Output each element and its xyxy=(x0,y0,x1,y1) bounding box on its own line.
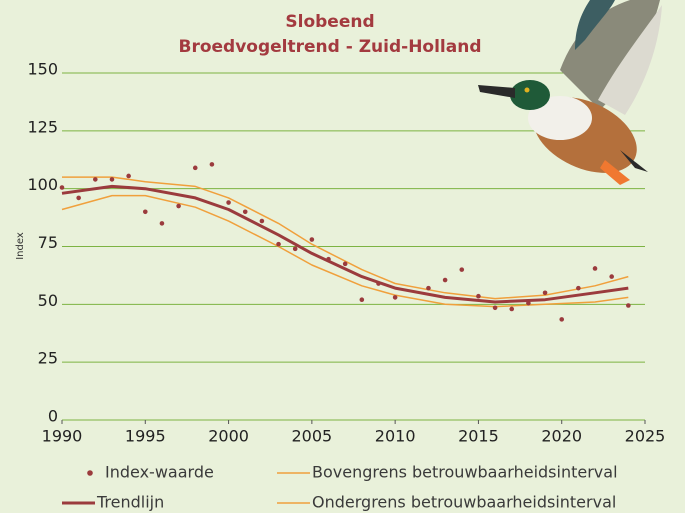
duck-eye xyxy=(524,87,530,93)
series-line xyxy=(61,184,629,304)
data-point xyxy=(542,290,548,296)
data-point xyxy=(509,306,515,312)
data-point xyxy=(192,165,198,171)
legend-label: Trendlijn xyxy=(96,493,164,512)
x-tick-label: 2015 xyxy=(458,427,499,446)
x-tick-label: 2005 xyxy=(291,427,332,446)
legend-symbol xyxy=(87,470,93,476)
duck-feet xyxy=(600,160,630,185)
data-point xyxy=(526,300,531,306)
data-point xyxy=(176,203,181,209)
data-point xyxy=(492,305,498,311)
y-axis-label: Index xyxy=(15,232,26,260)
duck-wing-front xyxy=(598,5,662,115)
legend: Index-waarde Trendlijn Bovengrens betrouwb… xyxy=(62,463,618,512)
data-point xyxy=(626,303,631,308)
data-point xyxy=(426,285,431,291)
data-point xyxy=(76,195,81,201)
data-point xyxy=(559,317,565,322)
data-point xyxy=(609,274,614,279)
duck-wing-back xyxy=(560,0,660,110)
data-point xyxy=(93,177,98,182)
data-point xyxy=(476,293,481,299)
data-point xyxy=(442,277,448,283)
data-point xyxy=(126,173,131,179)
chart-subtitle: Broedvogeltrend - Zuid-Holland xyxy=(179,37,482,57)
data-point xyxy=(109,177,115,182)
y-tick-label: 150 xyxy=(27,60,58,79)
legend-label: Ondergrens betrouwbaarheidsinterval xyxy=(312,493,616,512)
y-tick-label: 25 xyxy=(38,349,58,368)
legend-label: Bovengrens betrouwbaarheidsinterval xyxy=(312,463,618,482)
y-tick-label: 75 xyxy=(38,233,58,252)
duck-head xyxy=(510,80,550,110)
x-tick-label: 2025 xyxy=(625,427,666,446)
data-point xyxy=(576,285,581,291)
data-point xyxy=(392,295,398,300)
x-tick-label: 1995 xyxy=(125,427,166,446)
x-tick-label: 2010 xyxy=(375,427,416,446)
data-point xyxy=(309,237,315,242)
data-point xyxy=(59,185,65,190)
data-point xyxy=(359,297,365,303)
data-point xyxy=(209,162,215,167)
y-tick-label: 125 xyxy=(27,117,58,136)
data-point xyxy=(292,246,298,252)
data-point xyxy=(242,209,248,215)
series-line xyxy=(61,194,629,308)
data-point xyxy=(376,281,381,286)
x-tick-label: 1990 xyxy=(42,427,83,446)
duck-tail xyxy=(620,150,648,172)
x-tick-label: 2020 xyxy=(541,427,582,446)
duck-wing-tip xyxy=(575,0,615,50)
y-tick-label: 0 xyxy=(48,407,58,426)
data-point xyxy=(326,256,331,262)
legend-label: Index-waarde xyxy=(105,463,214,482)
chart-title: Slobeend xyxy=(285,12,374,32)
data-point xyxy=(226,200,231,205)
x-tick-label: 2000 xyxy=(208,427,249,446)
y-tick-label: 50 xyxy=(38,291,58,310)
series-line xyxy=(62,176,629,300)
data-point xyxy=(459,267,465,272)
data-point xyxy=(142,209,148,215)
data-point xyxy=(159,221,165,226)
data-point xyxy=(592,266,598,271)
data-point xyxy=(259,218,265,224)
data-point xyxy=(276,241,281,247)
plot-area: 0 25 50 75 100 125 150 1990 1995 2000 2005 2010 2015… xyxy=(27,60,665,446)
duck-illustration xyxy=(478,0,662,185)
y-tick-label: 100 xyxy=(27,175,58,194)
duck-bill xyxy=(478,85,515,98)
duck-breast xyxy=(528,96,592,140)
data-point xyxy=(342,261,348,267)
